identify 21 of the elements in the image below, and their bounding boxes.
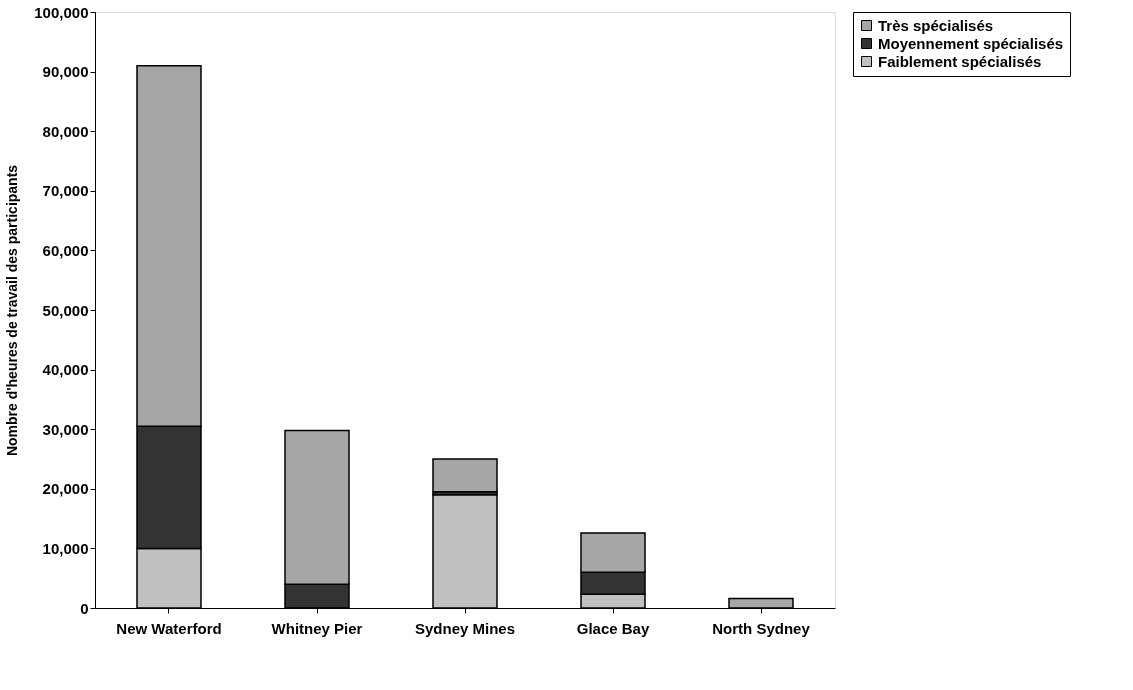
legend-label: Moyennement spécialisés — [878, 34, 1064, 52]
y-tick-label: 90,000 — [42, 63, 89, 81]
y-axis-title: Nombre d'heures de travail des participants — [4, 164, 21, 457]
y-tick-label: 80,000 — [42, 122, 89, 140]
y-tick-label: 0 — [80, 599, 89, 617]
y-tick-label: 70,000 — [42, 182, 89, 200]
x-tick-label: Whitney Pier — [271, 619, 363, 637]
y-tick-label: 10,000 — [42, 539, 89, 557]
x-tick-label: Sydney Mines — [414, 619, 516, 637]
y-tick-label: 40,000 — [42, 361, 89, 379]
legend-label: Faiblement spécialisés — [878, 52, 1042, 70]
legend-label: Très spécialisés — [878, 16, 994, 34]
y-tick-label: 30,000 — [42, 420, 89, 438]
x-tick-label: Glace Bay — [576, 619, 650, 637]
y-tick-label: 50,000 — [42, 301, 89, 319]
x-tick-label: New Waterford — [116, 619, 222, 637]
y-tick-label: 100,000 — [34, 3, 89, 21]
bar — [432, 458, 498, 493]
x-tick-label: North Sydney — [712, 619, 811, 637]
y-tick-label: 20,000 — [42, 480, 89, 498]
y-tick-label: 60,000 — [42, 241, 89, 259]
